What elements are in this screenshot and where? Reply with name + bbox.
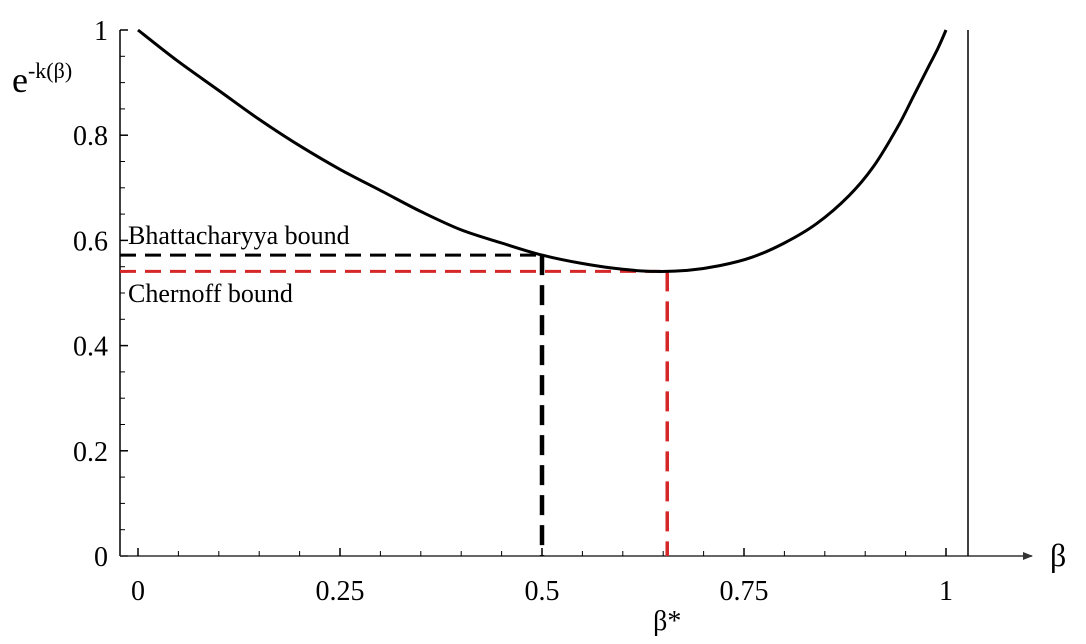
x-axis-title: β <box>1050 537 1066 573</box>
chernoff-bound-label: Chernoff bound <box>128 279 293 308</box>
x-axis: 0 0.25 0.5 0.75 1 <box>120 548 1033 607</box>
y-tick-label: 0.8 <box>73 121 108 152</box>
x-tick-label: 0.5 <box>525 576 560 607</box>
x-tick-label: 0.75 <box>720 576 769 607</box>
x-ticks: 0 0.25 0.5 0.75 1 <box>131 548 953 607</box>
y-tick-label: 0.4 <box>73 332 108 363</box>
x-tick-label: 0 <box>131 576 145 607</box>
y-tick-label: 0.6 <box>73 226 108 257</box>
y-tick-label: 0 <box>94 542 108 573</box>
y-axis-title-base: e <box>12 60 28 100</box>
y-tick-label: 1 <box>94 16 108 47</box>
y-axis: 0 0.2 0.4 0.6 0.8 1 <box>73 16 128 573</box>
y-tick-label: 0.2 <box>73 437 108 468</box>
y-axis-title-exponent: -k(β) <box>28 58 72 83</box>
beta-star-label: β* <box>653 606 681 637</box>
x-tick-label: 0.25 <box>316 576 365 607</box>
curve-line <box>137 28 948 273</box>
y-axis-title: e-k(β) <box>12 58 72 100</box>
bhattacharyya-bound-label: Bhattacharyya bound <box>128 221 350 250</box>
bound-guides <box>120 253 669 556</box>
x-tick-label: 1 <box>939 576 953 607</box>
y-ticks: 0 0.2 0.4 0.6 0.8 1 <box>73 16 128 573</box>
